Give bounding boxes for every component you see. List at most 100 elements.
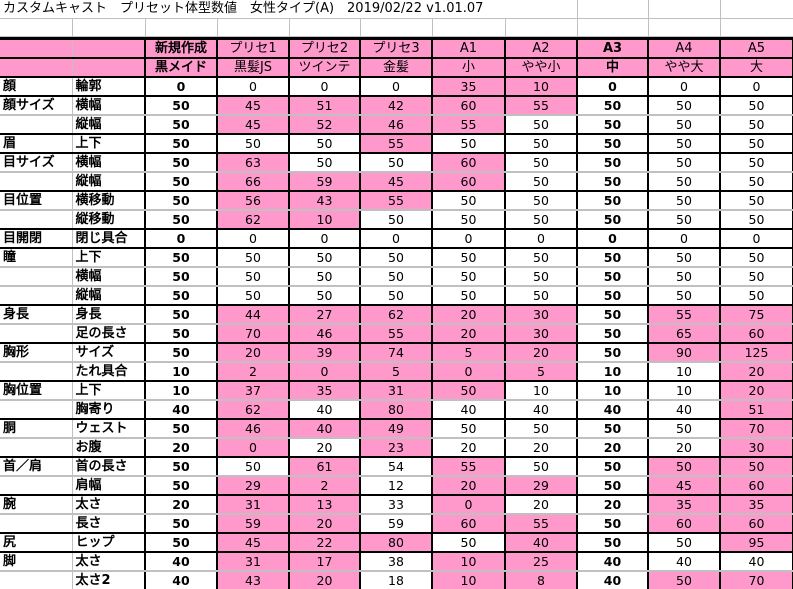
- column-header[interactable]: 大: [720, 58, 793, 78]
- value-cell[interactable]: 0: [289, 362, 361, 382]
- column-header[interactable]: 中: [577, 58, 649, 78]
- value-cell[interactable]: 54: [360, 457, 433, 477]
- value-cell[interactable]: 50: [145, 305, 218, 325]
- value-cell[interactable]: 40: [577, 552, 649, 572]
- value-cell[interactable]: 56: [217, 191, 290, 211]
- value-cell[interactable]: 65: [648, 324, 721, 344]
- value-cell[interactable]: 50: [432, 381, 506, 401]
- value-cell[interactable]: 20: [505, 343, 578, 363]
- value-cell[interactable]: 80: [360, 400, 433, 420]
- value-cell[interactable]: 0: [217, 229, 290, 249]
- value-cell[interactable]: 55: [360, 191, 433, 211]
- group-label[interactable]: [0, 362, 73, 382]
- value-cell[interactable]: 59: [217, 514, 290, 534]
- value-cell[interactable]: 40: [505, 533, 578, 553]
- value-cell[interactable]: 45: [360, 172, 433, 192]
- value-cell[interactable]: 20: [577, 495, 649, 515]
- group-label[interactable]: [0, 571, 73, 589]
- group-label[interactable]: [0, 267, 73, 287]
- row-label[interactable]: 上下: [72, 134, 146, 154]
- row-label[interactable]: 長さ: [72, 514, 146, 534]
- value-cell[interactable]: 74: [360, 343, 433, 363]
- value-cell[interactable]: 49: [360, 419, 433, 439]
- value-cell[interactable]: 50: [648, 96, 721, 116]
- row-label[interactable]: 太さ2: [72, 571, 146, 589]
- value-cell[interactable]: 50: [360, 248, 433, 268]
- value-cell[interactable]: 31: [360, 381, 433, 401]
- value-cell[interactable]: 50: [289, 267, 361, 287]
- value-cell[interactable]: 0: [289, 77, 361, 97]
- value-cell[interactable]: 50: [505, 286, 578, 306]
- value-cell[interactable]: 40: [577, 571, 649, 589]
- value-cell[interactable]: 20: [145, 495, 218, 515]
- value-cell[interactable]: 50: [145, 210, 218, 230]
- row-label[interactable]: 横移動: [72, 191, 146, 211]
- value-cell[interactable]: 40: [577, 400, 649, 420]
- value-cell[interactable]: 40: [145, 552, 218, 572]
- group-label[interactable]: 胸位置: [0, 381, 73, 401]
- value-cell[interactable]: 50: [145, 286, 218, 306]
- value-cell[interactable]: 60: [432, 172, 506, 192]
- value-cell[interactable]: 31: [217, 552, 290, 572]
- value-cell[interactable]: 55: [360, 324, 433, 344]
- value-cell[interactable]: 50: [720, 457, 793, 477]
- value-cell[interactable]: 50: [720, 267, 793, 287]
- value-cell[interactable]: 8: [505, 571, 578, 589]
- value-cell[interactable]: 10: [648, 381, 721, 401]
- value-cell[interactable]: 50: [720, 134, 793, 154]
- value-cell[interactable]: 17: [289, 552, 361, 572]
- value-cell[interactable]: 50: [145, 533, 218, 553]
- value-cell[interactable]: 50: [145, 172, 218, 192]
- value-cell[interactable]: 63: [217, 153, 290, 173]
- value-cell[interactable]: 0: [360, 229, 433, 249]
- value-cell[interactable]: 50: [720, 286, 793, 306]
- value-cell[interactable]: 0: [577, 77, 649, 97]
- value-cell[interactable]: 20: [648, 438, 721, 458]
- group-label[interactable]: 眉: [0, 134, 73, 154]
- column-header[interactable]: A2: [505, 37, 578, 59]
- value-cell[interactable]: 50: [648, 571, 721, 589]
- value-cell[interactable]: 50: [289, 286, 361, 306]
- value-cell[interactable]: 0: [432, 495, 506, 515]
- value-cell[interactable]: 45: [648, 476, 721, 496]
- value-cell[interactable]: 20: [720, 362, 793, 382]
- group-label[interactable]: [0, 514, 73, 534]
- value-cell[interactable]: 50: [145, 324, 218, 344]
- value-cell[interactable]: 50: [505, 134, 578, 154]
- value-cell[interactable]: 33: [360, 495, 433, 515]
- value-cell[interactable]: 20: [577, 438, 649, 458]
- value-cell[interactable]: 20: [289, 438, 361, 458]
- value-cell[interactable]: 50: [648, 191, 721, 211]
- value-cell[interactable]: 50: [145, 457, 218, 477]
- value-cell[interactable]: 50: [577, 172, 649, 192]
- value-cell[interactable]: 50: [577, 305, 649, 325]
- column-header[interactable]: プリセ3: [360, 37, 433, 59]
- value-cell[interactable]: 20: [505, 438, 578, 458]
- value-cell[interactable]: 60: [432, 514, 506, 534]
- column-header[interactable]: やや大: [648, 58, 721, 78]
- value-cell[interactable]: 50: [145, 115, 218, 135]
- column-header[interactable]: A4: [648, 37, 721, 59]
- value-cell[interactable]: 44: [217, 305, 290, 325]
- value-cell[interactable]: 50: [505, 153, 578, 173]
- value-cell[interactable]: 60: [648, 514, 721, 534]
- value-cell[interactable]: 95: [720, 533, 793, 553]
- value-cell[interactable]: 30: [505, 324, 578, 344]
- value-cell[interactable]: 50: [648, 172, 721, 192]
- value-cell[interactable]: 20: [432, 438, 506, 458]
- value-cell[interactable]: 20: [432, 476, 506, 496]
- value-cell[interactable]: 50: [145, 343, 218, 363]
- group-label[interactable]: [0, 286, 73, 306]
- value-cell[interactable]: 10: [289, 210, 361, 230]
- row-label[interactable]: 上下: [72, 248, 146, 268]
- value-cell[interactable]: 60: [720, 476, 793, 496]
- value-cell[interactable]: 50: [505, 267, 578, 287]
- value-cell[interactable]: 40: [145, 571, 218, 589]
- value-cell[interactable]: 50: [648, 419, 721, 439]
- value-cell[interactable]: 55: [360, 134, 433, 154]
- value-cell[interactable]: 90: [648, 343, 721, 363]
- value-cell[interactable]: 50: [217, 134, 290, 154]
- value-cell[interactable]: 0: [145, 77, 218, 97]
- value-cell[interactable]: 50: [577, 210, 649, 230]
- value-cell[interactable]: 50: [432, 286, 506, 306]
